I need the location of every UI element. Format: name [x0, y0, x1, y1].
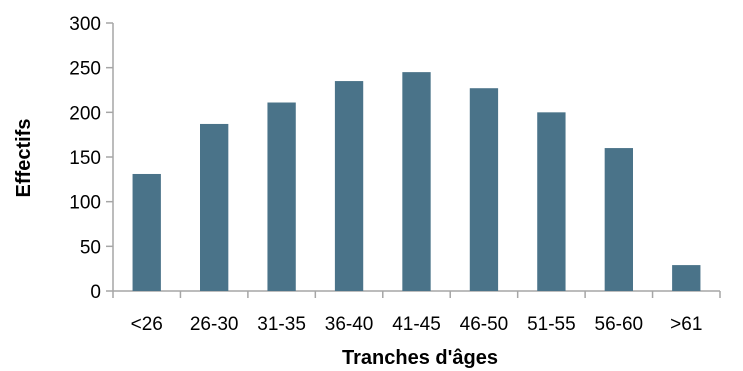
- y-tick-label: 250: [69, 59, 101, 80]
- x-axis: <26 26-30 31-35 36-40 41-45 46-50 51-55 56-60 >6…: [112, 290, 721, 335]
- bar: [402, 72, 431, 291]
- bar: [469, 88, 499, 291]
- x-tick-label: 26-30: [190, 314, 239, 335]
- y-tick-label: 150: [69, 148, 101, 169]
- bar: [672, 265, 701, 291]
- x-tick-label: <26: [131, 314, 163, 335]
- y-tick-label: 300: [69, 14, 101, 35]
- bar: [200, 123, 229, 292]
- y-axis: 0 50 100 150 200 250 300: [69, 14, 114, 303]
- y-tick-label: 50: [80, 237, 101, 258]
- bar: [267, 102, 296, 291]
- y-axis-title: Effectifs: [13, 119, 35, 198]
- x-tick-label: 51-55: [527, 314, 576, 335]
- y-tick-label: 100: [69, 193, 101, 214]
- bar: [132, 173, 161, 291]
- x-tick-label: 41-45: [392, 314, 441, 335]
- y-tick-label: 0: [90, 282, 101, 303]
- bars: [132, 72, 701, 292]
- x-tick-label: >61: [670, 314, 702, 335]
- x-axis-title: Tranches d'âges: [342, 347, 498, 369]
- x-tick-label: 36-40: [325, 314, 374, 335]
- x-tick-label: 46-50: [460, 314, 509, 335]
- x-tick-label: 31-35: [257, 314, 306, 335]
- bar: [334, 81, 364, 291]
- bar: [604, 148, 633, 291]
- y-tick-label: 200: [69, 103, 101, 124]
- bar: [537, 112, 566, 291]
- x-tick-label: 56-60: [595, 314, 644, 335]
